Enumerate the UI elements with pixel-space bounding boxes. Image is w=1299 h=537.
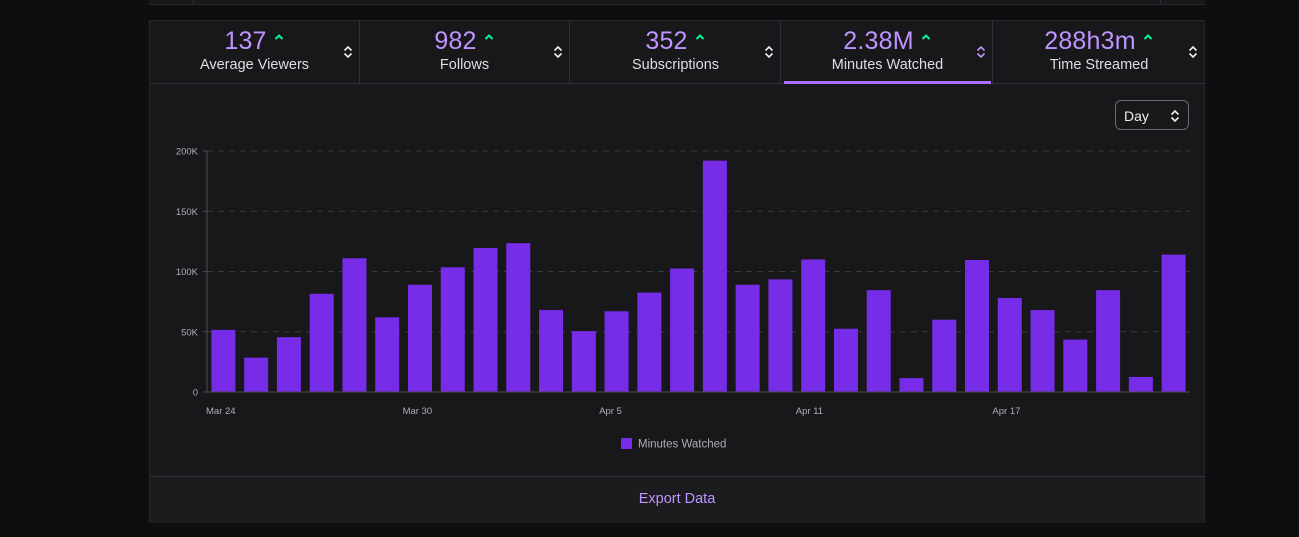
x-tick-label: Apr 17 <box>992 406 1020 417</box>
legend-label: Minutes Watched <box>638 439 726 451</box>
bar <box>997 298 1022 392</box>
sort-icon[interactable] <box>343 44 353 60</box>
stat-label: Follows <box>439 57 490 73</box>
panel-divider <box>193 0 194 4</box>
bar <box>309 293 334 392</box>
bar <box>375 317 400 392</box>
stat-value: 352 <box>645 27 688 55</box>
stats-panel: 137 Average Viewers 982 Follows 352 Subs… <box>149 20 1205 523</box>
y-tick-label: 50K <box>181 327 199 338</box>
stat-label: Average Viewers <box>199 57 310 73</box>
bar <box>342 258 367 392</box>
x-tick-label: Mar 24 <box>206 406 236 417</box>
bar <box>833 328 858 392</box>
stat-tab-follows[interactable]: 982 Follows <box>360 21 570 83</box>
trend-up-icon <box>484 34 493 40</box>
bar <box>932 319 957 392</box>
stat-label: Subscriptions <box>631 57 720 73</box>
stat-label: Minutes Watched <box>831 57 944 73</box>
stat-value: 2.38M <box>843 27 914 55</box>
bar <box>571 331 596 392</box>
trend-up-icon <box>274 34 283 40</box>
x-tick-label: Mar 30 <box>403 406 433 417</box>
trend-up-icon <box>1143 34 1152 40</box>
export-data-button[interactable]: Export Data <box>638 491 716 507</box>
stat-value: 982 <box>434 27 477 55</box>
bar <box>440 267 465 392</box>
stat-tab-time-streamed[interactable]: 288h3m Time Streamed <box>994 21 1204 83</box>
legend-swatch <box>621 438 632 449</box>
bar <box>1096 290 1121 392</box>
stat-value: 288h3m <box>1044 27 1136 55</box>
bar <box>1030 310 1055 392</box>
bar <box>276 337 301 392</box>
bar <box>702 160 727 392</box>
y-tick-label: 100K <box>176 267 199 278</box>
x-tick-label: Apr 5 <box>599 406 622 417</box>
bar <box>539 310 564 392</box>
period-select-value: Day <box>1124 108 1149 124</box>
bar <box>506 243 531 392</box>
select-arrows-icon <box>1170 109 1180 123</box>
period-select[interactable]: Day <box>1115 100 1189 130</box>
bar <box>1128 376 1153 392</box>
sort-icon[interactable] <box>976 44 986 60</box>
stat-value: 137 <box>224 27 267 55</box>
bar <box>866 290 891 392</box>
previous-panel-edge <box>149 0 1205 5</box>
bar <box>670 268 695 392</box>
x-tick-label: Apr 11 <box>796 406 823 417</box>
y-tick-label: 0 <box>193 388 198 399</box>
stat-value-row: 2.38M <box>783 27 992 56</box>
stat-value-row: 982 <box>360 27 569 56</box>
panel-divider <box>1160 0 1161 4</box>
sort-icon[interactable] <box>764 44 774 60</box>
stat-tab-average-viewers[interactable]: 137 Average Viewers <box>150 21 360 83</box>
trend-up-icon <box>921 34 930 40</box>
bar <box>244 357 269 392</box>
bar <box>801 259 826 392</box>
stat-tab-minutes-watched[interactable]: 2.38M Minutes Watched <box>783 21 993 84</box>
stat-value-row: 288h3m <box>994 27 1204 56</box>
bar <box>407 284 432 392</box>
trend-up-icon <box>695 34 704 40</box>
bar <box>735 284 760 392</box>
stat-tab-subscriptions[interactable]: 352 Subscriptions <box>571 21 781 83</box>
stat-label: Time Streamed <box>1049 57 1149 73</box>
stat-value-row: 137 <box>150 27 359 56</box>
panel-footer: Export Data <box>150 476 1204 523</box>
bar <box>637 292 662 392</box>
sort-icon[interactable] <box>553 44 563 60</box>
stat-value-row: 352 <box>571 27 780 56</box>
bar <box>899 378 924 392</box>
bar <box>1161 254 1186 392</box>
minutes-watched-chart: 200K 150K 100K 50K 0 Mar 24 Mar 30 Apr 5 Apr 11 A… <box>176 147 1190 451</box>
bar <box>211 329 236 392</box>
stat-tabs: 137 Average Viewers 982 Follows 352 Subs… <box>150 21 1204 84</box>
bar <box>1063 339 1088 392</box>
bar <box>965 260 990 392</box>
y-tick-label: 150K <box>176 207 199 218</box>
bar <box>604 311 629 392</box>
bar <box>473 248 498 392</box>
bar <box>768 279 793 392</box>
sort-icon[interactable] <box>1188 44 1198 60</box>
y-tick-label: 200K <box>176 147 199 158</box>
